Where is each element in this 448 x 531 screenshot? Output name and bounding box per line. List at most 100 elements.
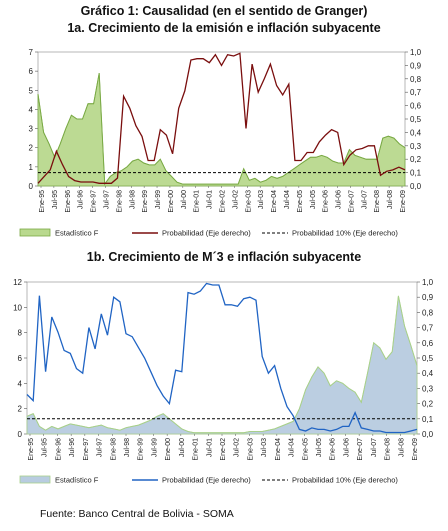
series-estadistico-f-line <box>26 295 418 434</box>
right-tick-label: 0,9 <box>422 293 434 302</box>
source-note: Fuente: Banco Central de Bolivia - SOMA <box>40 508 234 520</box>
x-tick-label: Ene-06 <box>330 438 337 461</box>
series-probabilidad-line <box>37 52 406 184</box>
right-tick-label: 0,6 <box>422 339 434 348</box>
x-tick-label: Jul-00 <box>179 438 186 457</box>
legend-label-estadistico-f: Estadístico F <box>55 229 99 238</box>
x-tick-label: Ene-04 <box>275 438 282 461</box>
x-tick-label: Ene-99 <box>138 438 145 461</box>
x-tick-label: Jul-95 <box>42 438 49 457</box>
x-tick-label: Jul-01 <box>206 438 213 457</box>
right-tick-label: 1,0 <box>410 48 422 57</box>
x-tick-label: Jul-00 <box>181 190 188 209</box>
x-tick-label: Ene-02 <box>220 190 227 213</box>
x-tick-label: Ene-08 <box>374 190 381 213</box>
left-tick-label: 6 <box>29 67 34 76</box>
x-tick-label: Jul-03 <box>261 438 268 457</box>
series-estadistico-f-area <box>26 295 418 435</box>
x-tick-label: Ene-01 <box>193 438 200 461</box>
x-tick-label: Jul-06 <box>336 190 343 209</box>
x-tick-label: Ene-99 <box>142 190 149 213</box>
left-tick-label: 2 <box>29 144 34 153</box>
left-tick-label: 4 <box>29 105 34 114</box>
chart-a-title: 1a. Crecimiento de la emisión e inflació… <box>67 21 381 35</box>
right-tick-label: 1,0 <box>422 278 434 287</box>
x-tick-label: Ene-03 <box>245 190 252 213</box>
x-tick-label: Ene-07 <box>357 438 364 461</box>
x-tick-label: Ene-96 <box>55 438 62 461</box>
x-tick-label: Ene-02 <box>220 438 227 461</box>
x-tick-label: Ene-05 <box>302 438 309 461</box>
x-tick-label: Ene-06 <box>323 190 330 213</box>
x-tick-label: Ene-00 <box>165 438 172 461</box>
x-tick-label: Jul-03 <box>258 190 265 209</box>
right-tick-label: 0,4 <box>410 128 422 137</box>
x-tick-label: Jul-02 <box>234 438 241 457</box>
right-tick-label: 0,7 <box>422 324 434 333</box>
x-tick-label: Jul-08 <box>387 190 394 209</box>
right-tick-label: 0,3 <box>410 142 422 151</box>
x-tick-label: Ene-03 <box>247 438 254 461</box>
right-tick-label: 0,4 <box>422 369 434 378</box>
x-tick-label: Ene-08 <box>385 438 392 461</box>
left-tick-label: 1 <box>29 163 34 172</box>
x-tick-label: Jul-08 <box>398 438 405 457</box>
series-probabilidad-line <box>26 282 418 434</box>
right-tick-label: 0,0 <box>422 430 434 439</box>
left-tick-label: 5 <box>29 86 34 95</box>
legend-label-estadistico-f: Estadístico F <box>55 476 99 485</box>
right-tick-label: 0,2 <box>410 155 422 164</box>
right-tick-label: 0,1 <box>422 415 434 424</box>
right-tick-label: 0,3 <box>422 384 434 393</box>
chart-a: 0 1 2 3 4 5 6 7 0,0 0,1 0,2 0,3 0,4 0,5 0,6 0,7 0,8 0,9 1,… <box>19 48 422 238</box>
x-tick-label: Ene-95 <box>28 438 35 461</box>
right-tick-label: 0,0 <box>410 182 422 191</box>
x-tick-label: Ene-97 <box>83 438 90 461</box>
x-tick-label: Jul-07 <box>361 190 368 209</box>
chart-b-title: 1b. Crecimiento de M´3 e inflación subya… <box>86 250 362 264</box>
x-tick-label: Jul-96 <box>78 190 85 209</box>
x-tick-label: Jul-98 <box>129 190 136 209</box>
legend-label-probabilidad-10: Probabilidad 10% (Eje derecho) <box>292 476 398 485</box>
legend-swatch-estadistico-f <box>19 475 51 484</box>
x-tick-label: Jul-97 <box>103 190 110 209</box>
x-tick-label: Ene-04 <box>271 190 278 213</box>
left-tick-label: 8 <box>18 329 23 338</box>
right-tick-label: 0,2 <box>422 400 434 409</box>
x-tick-label: Ene-98 <box>110 438 117 461</box>
x-tick-label: Jul-06 <box>343 438 350 457</box>
left-tick-label: 2 <box>18 405 23 414</box>
x-tick-label: Jul-95 <box>52 190 59 209</box>
right-tick-label: 0,9 <box>410 61 422 70</box>
x-tick-label: Jul-05 <box>316 438 323 457</box>
legend-label-probabilidad: Probabilidad (Eje derecho) <box>162 476 251 485</box>
x-tick-label: Ene-01 <box>194 190 201 213</box>
x-tick-label: Jul-99 <box>155 190 162 209</box>
legend-label-probabilidad: Probabilidad (Eje derecho) <box>162 229 251 238</box>
left-tick-label: 6 <box>18 354 23 363</box>
right-tick-label: 0,1 <box>410 169 422 178</box>
series-estadistico-f-area <box>37 73 406 187</box>
left-tick-label: 4 <box>18 379 23 388</box>
x-tick-label: Ene-07 <box>348 190 355 213</box>
x-tick-label: Ene-09 <box>400 190 407 213</box>
x-tick-label: Jul-97 <box>97 438 104 457</box>
x-tick-label: Ene-00 <box>168 190 175 213</box>
left-tick-label: 12 <box>13 278 22 287</box>
legend-swatch-estadistico-f <box>19 228 51 237</box>
right-tick-label: 0,6 <box>410 102 422 111</box>
right-tick-label: 0,5 <box>410 115 422 124</box>
x-tick-label: Jul-98 <box>124 438 131 457</box>
x-tick-label: Jul-99 <box>151 438 158 457</box>
right-tick-label: 0,7 <box>410 88 422 97</box>
right-tick-label: 0,8 <box>410 75 422 84</box>
chart-b: 0 2 4 6 8 10 12 0,0 0,1 0,2 0,3 0,4 0,5 0,6 0,7 0,8 0,9 1… <box>13 278 434 485</box>
left-tick-label: 0 <box>18 430 23 439</box>
x-tick-label: Ene-97 <box>91 190 98 213</box>
x-tick-label: Ene-96 <box>65 190 72 213</box>
x-tick-label: Ene-05 <box>297 190 304 213</box>
right-tick-label: 0,5 <box>422 354 434 363</box>
left-tick-label: 3 <box>29 125 34 134</box>
x-tick-label: Jul-04 <box>284 190 291 209</box>
